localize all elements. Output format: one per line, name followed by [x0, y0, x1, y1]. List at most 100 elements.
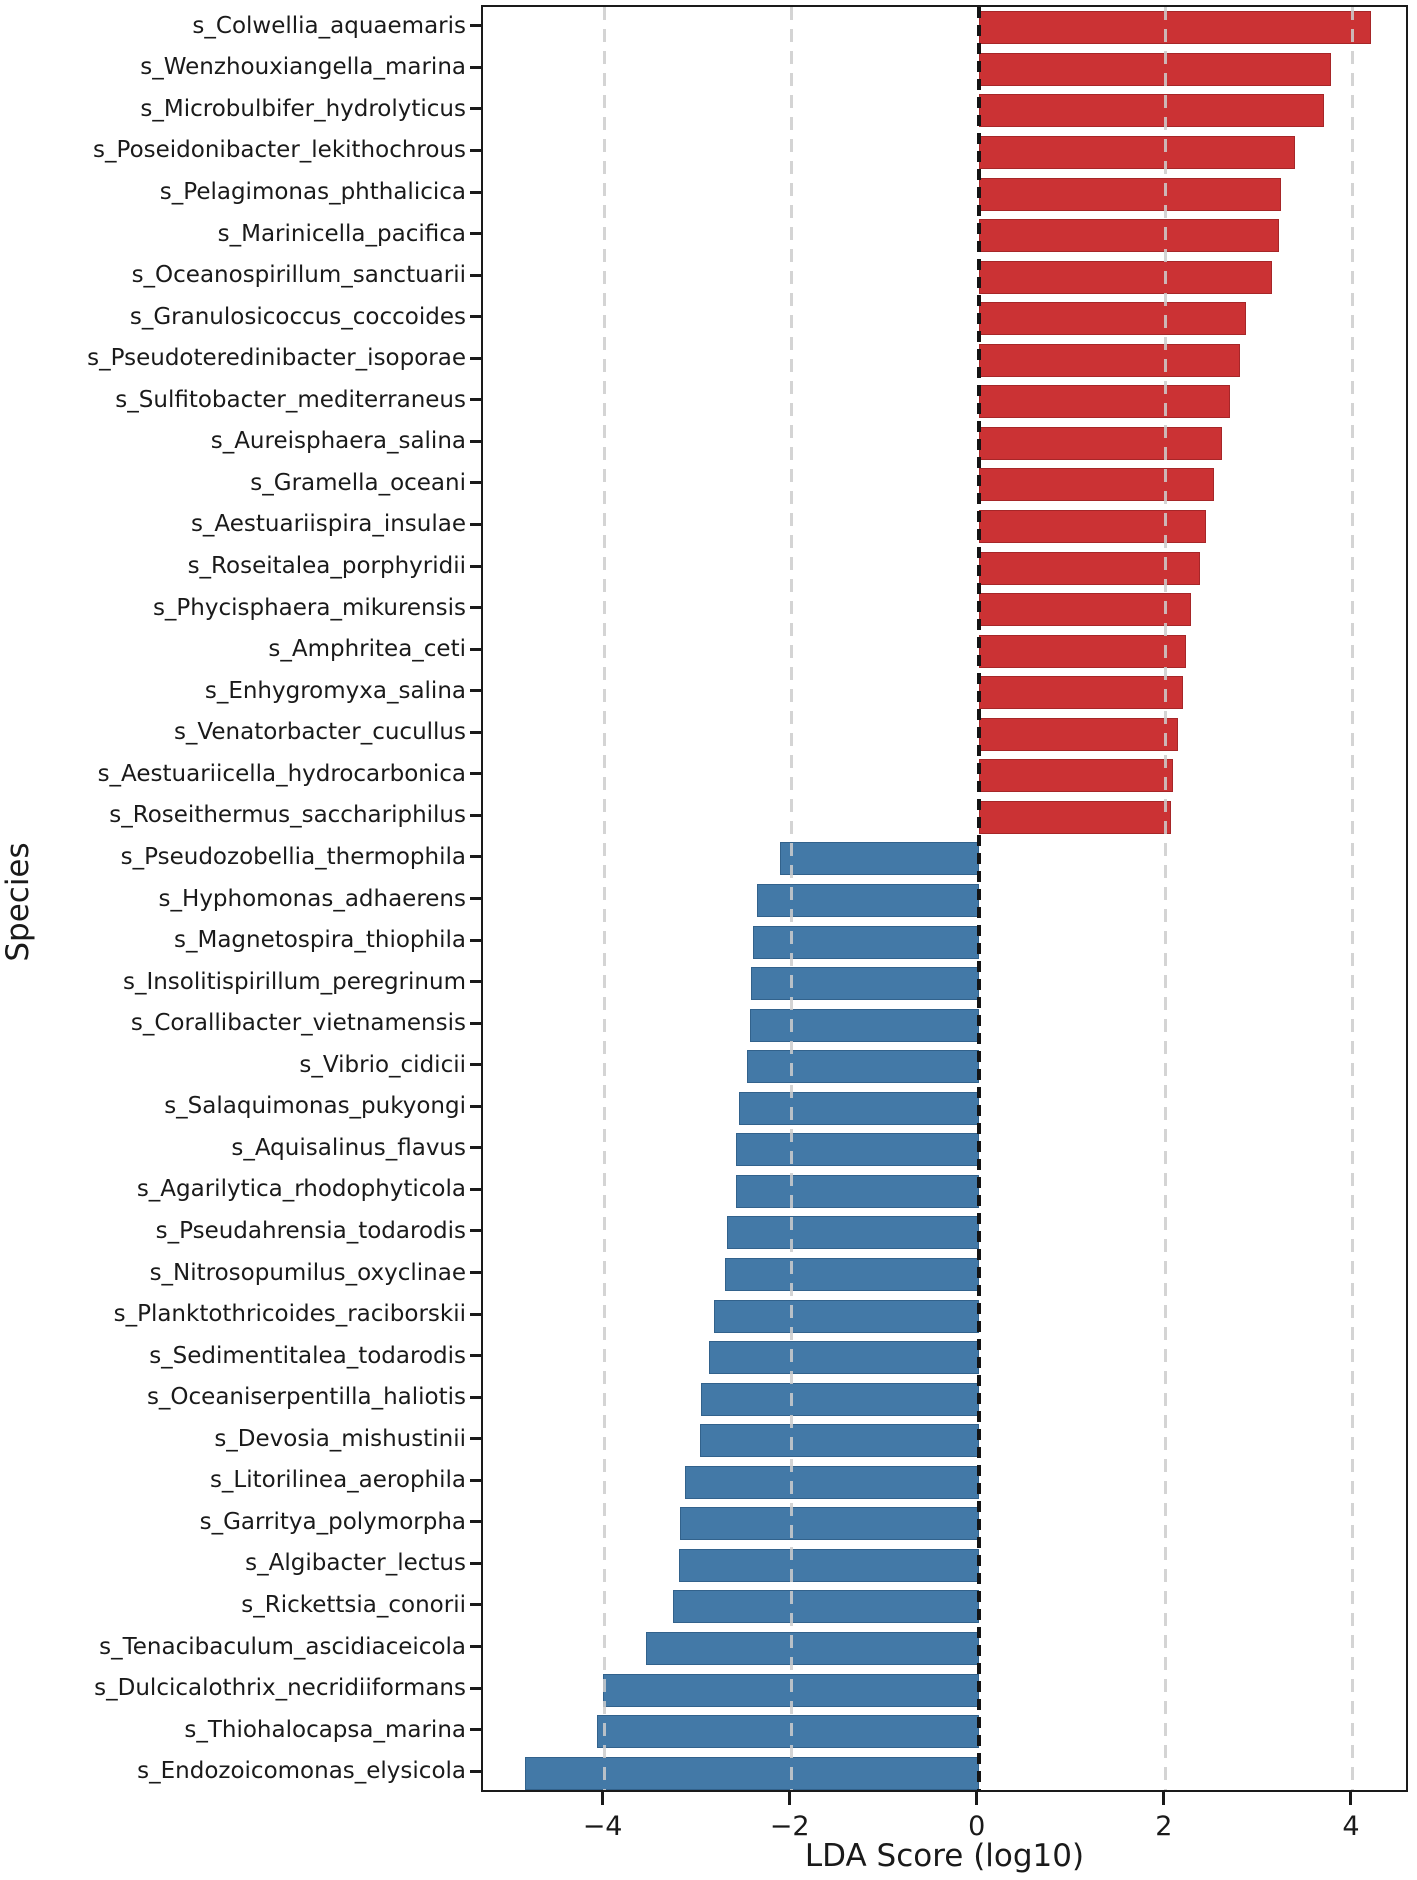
y-tick [470, 24, 481, 28]
bar-s_Roseitalea_porphyridii [978, 551, 1201, 585]
bar-s_Phycisphaera_mikurensis [978, 593, 1192, 627]
gridline-−4 [603, 7, 607, 1790]
y-tick [470, 1146, 481, 1150]
y-tick [470, 1603, 481, 1607]
species-label: s_Wenzhouxiangella_marina [140, 54, 466, 81]
x-tick [788, 1792, 792, 1805]
bar-s_Wenzhouxiangella_marina [978, 52, 1332, 86]
bar-s_Enhygromyxa_salina [978, 676, 1183, 710]
species-label: s_Oceaniserpentilla_haliotis [146, 1384, 466, 1411]
bar-s_Pelagimonas_phthalicica [978, 177, 1281, 211]
species-label: s_Marinicella_pacifica [217, 220, 466, 247]
y-tick [470, 1561, 481, 1565]
y-tick [470, 148, 481, 152]
bar-s_Thiohalocapsa_marina [597, 1715, 979, 1749]
bar-s_Salaquimonas_pukyongi [739, 1091, 979, 1125]
y-tick [470, 1478, 481, 1482]
species-label: s_Garritya_polymorpha [199, 1508, 466, 1535]
bar-s_Devosia_mishustinii [700, 1424, 979, 1458]
bar-s_Litorilinea_aerophila [685, 1465, 979, 1499]
species-label: s_Poseidonibacter_lekithochrous [93, 137, 466, 164]
species-label: s_Sulfitobacter_mediterraneus [115, 386, 466, 413]
gridline-−2 [790, 7, 794, 1790]
species-label: s_Enhygromyxa_salina [204, 677, 466, 704]
bar-s_Pseudozobellia_thermophila [779, 842, 979, 876]
x-tick-label: −4 [582, 1811, 623, 1842]
species-label: s_Pseudoteredinibacter_isoporae [87, 345, 466, 372]
bar-s_Venatorbacter_cucullus [978, 717, 1178, 751]
bar-s_Granulosicoccus_coccoides [978, 302, 1247, 336]
y-tick [470, 273, 481, 277]
species-label: s_Pelagimonas_phthalicica [159, 179, 466, 205]
y-tick [470, 1645, 481, 1649]
species-label: s_Sedimentitalea_todarodis [149, 1342, 466, 1369]
species-label: s_Aestuariispira_insulae [190, 511, 466, 538]
y-tick [470, 813, 481, 817]
bar-s_Insolitispirillum_peregrinum [751, 967, 979, 1001]
y-tick [470, 1063, 481, 1067]
species-label: s_Tenacibaculum_ascidiaceicola [99, 1633, 466, 1660]
y-tick [470, 439, 481, 443]
y-tick [470, 1520, 481, 1524]
species-label: s_Agarilytica_rhodophyticola [136, 1176, 466, 1203]
species-label: s_Rickettsia_conorii [241, 1591, 466, 1618]
x-axis-title: LDA Score (log10) [804, 1838, 1085, 1874]
species-label: s_Aestuariicella_hydrocarbonica [97, 760, 466, 787]
bar-s_Oceaniserpentilla_haliotis [700, 1382, 979, 1416]
species-label: s_Devosia_mishustinii [214, 1425, 466, 1452]
y-tick [470, 980, 481, 984]
y-tick [470, 1187, 481, 1191]
species-label: s_Roseitalea_porphyridii [187, 553, 466, 580]
species-label: s_Hyphomonas_adhaerens [158, 885, 466, 912]
bar-s_Vibrio_cidicii [746, 1050, 979, 1084]
y-tick [470, 65, 481, 69]
species-label: s_Granulosicoccus_coccoides [129, 303, 466, 330]
y-tick [470, 1104, 481, 1108]
species-label: s_Microbulbifer_hydrolyticus [140, 95, 466, 122]
bar-s_Agarilytica_rhodophyticola [735, 1174, 979, 1208]
species-label: s_Salaquimonas_pukyongi [164, 1093, 466, 1120]
species-label: s_Phycisphaera_mikurensis [152, 594, 466, 621]
species-label: s_Corallibacter_vietnamensis [130, 1010, 466, 1037]
y-tick [470, 772, 481, 776]
species-label: s_Thiohalocapsa_marina [184, 1716, 466, 1743]
y-tick [470, 107, 481, 111]
species-label: s_Vibrio_cidicii [299, 1051, 466, 1078]
bar-s_Oceanospirillum_sanctuarii [978, 260, 1272, 294]
x-tick-label: −2 [769, 1811, 810, 1842]
y-tick [470, 315, 481, 319]
bar-s_Poseidonibacter_lekithochrous [978, 135, 1295, 169]
y-tick [470, 398, 481, 402]
x-tick [975, 1792, 979, 1805]
y-tick [470, 481, 481, 485]
bar-s_Microbulbifer_hydrolyticus [978, 94, 1324, 128]
y-tick [470, 190, 481, 194]
y-tick [470, 1312, 481, 1316]
bar-s_Planktothricoides_raciborskii [714, 1299, 979, 1333]
y-tick [470, 232, 481, 236]
species-label: s_Pseudozobellia_thermophila [120, 843, 466, 870]
y-tick [470, 1686, 481, 1690]
species-label: s_Gramella_oceani [250, 469, 466, 496]
y-tick [470, 606, 481, 610]
species-label: s_Magnetospira_thiophila [174, 927, 466, 954]
bar-s_Rickettsia_conorii [672, 1590, 979, 1624]
bar-s_Tenacibaculum_ascidiaceicola [645, 1632, 979, 1666]
y-tick [470, 356, 481, 360]
species-label: s_Endozoicomonas_elysicola [137, 1758, 466, 1785]
y-tick [470, 855, 481, 859]
y-tick [470, 522, 481, 526]
species-label: s_Venatorbacter_cucullus [173, 719, 466, 746]
species-label: s_Pseudahrensia_todarodis [155, 1217, 466, 1244]
bar-s_Endozoicomonas_elysicola [525, 1756, 979, 1790]
bar-s_Pseudoteredinibacter_isoporae [978, 343, 1240, 377]
species-label: s_Insolitispirillum_peregrinum [122, 968, 466, 995]
bar-s_Pseudahrensia_todarodis [727, 1216, 979, 1250]
species-label: s_Nitrosopumilus_oxyclinae [149, 1259, 466, 1286]
bar-s_Roseithermus_sacchariphilus [978, 800, 1171, 834]
bar-s_Hyphomonas_adhaerens [757, 884, 979, 917]
x-tick-label: 0 [968, 1811, 986, 1842]
gridline-2 [1164, 7, 1168, 1790]
bar-s_Magnetospira_thiophila [753, 925, 979, 959]
